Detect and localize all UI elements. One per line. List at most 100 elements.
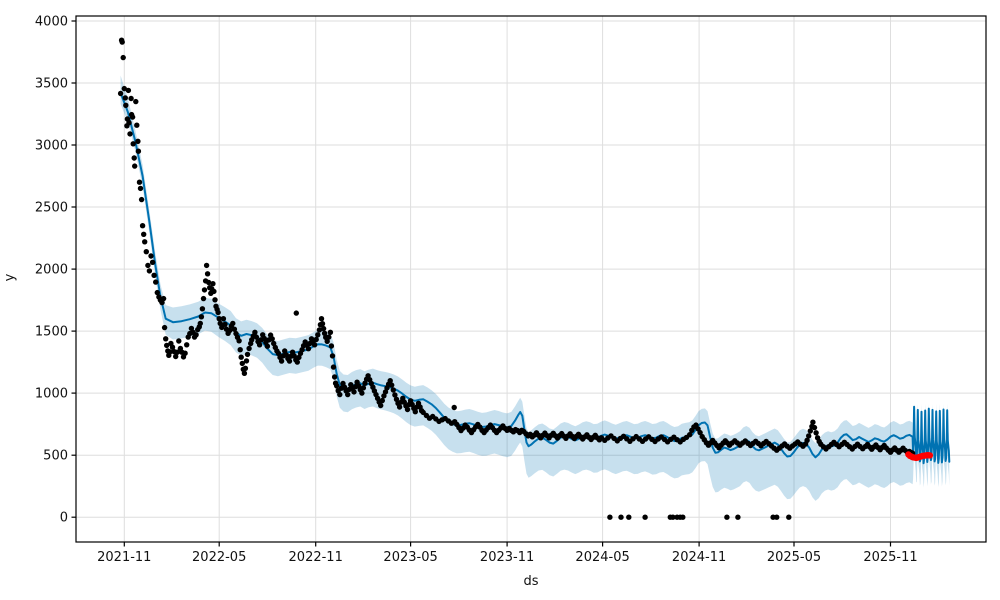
- history-point: [151, 272, 157, 278]
- history-point: [148, 253, 154, 259]
- history-point: [231, 326, 238, 332]
- history-point: [813, 430, 819, 436]
- y-tick-label: 2000: [35, 263, 68, 278]
- history-point: [269, 336, 275, 342]
- history-point: [128, 95, 134, 102]
- history-point: [161, 324, 168, 331]
- y-tick-labels: 0 500 1000 1500 2000 2500 3000 3500 4000: [35, 15, 68, 526]
- history-point: [379, 397, 385, 404]
- history-point: [136, 179, 143, 185]
- y-tick-label: 2500: [35, 201, 68, 216]
- x-tick-label: 2024-05: [575, 550, 629, 565]
- history-point: [134, 122, 140, 128]
- history-point: [122, 95, 128, 101]
- history-point: [264, 343, 271, 349]
- history-point: [326, 334, 332, 340]
- history-point: [220, 316, 227, 322]
- history-point: [389, 382, 395, 388]
- history-point: [143, 249, 149, 255]
- axes-spines: [75, 15, 987, 543]
- history-point: [146, 268, 153, 274]
- history-point: [135, 138, 141, 144]
- x-tick-labels: 2021-11 2022-05 2022-11 2023-05 2023-11 2024-…: [97, 550, 918, 565]
- yhat-line: [119, 91, 951, 465]
- x-tick-label: 2022-05: [192, 550, 246, 565]
- y-axis-label: y: [2, 273, 18, 282]
- anomaly-point: [926, 452, 934, 459]
- recent-anomaly-points: [905, 451, 934, 462]
- zero-point: [786, 514, 792, 520]
- history-point: [129, 114, 136, 120]
- history-point: [328, 343, 335, 349]
- grid-lines: [76, 16, 986, 542]
- history-point: [239, 360, 245, 367]
- zero-point: [670, 514, 676, 520]
- history-point: [804, 437, 810, 443]
- history-point: [176, 338, 182, 344]
- y-tick-label: 0: [60, 511, 68, 526]
- history-point: [244, 351, 251, 358]
- history-points: [117, 37, 916, 456]
- y-tick-label: 1000: [35, 387, 68, 402]
- history-point: [210, 281, 216, 287]
- history-point: [119, 39, 125, 45]
- history-point: [154, 289, 160, 296]
- history-point: [313, 336, 319, 343]
- history-point: [137, 185, 144, 192]
- history-point: [141, 231, 147, 237]
- history-point: [687, 432, 693, 438]
- history-point: [331, 374, 338, 380]
- x-tick-label: 2025-05: [767, 550, 821, 565]
- history-point: [305, 346, 312, 352]
- history-point: [206, 279, 212, 286]
- zero-point: [618, 514, 624, 520]
- zero-point: [774, 514, 780, 520]
- history-point: [203, 262, 210, 269]
- history-point: [392, 392, 398, 398]
- x-tick-label: 2024-11: [672, 550, 726, 565]
- history-point: [212, 297, 218, 303]
- history-point: [142, 239, 148, 245]
- history-point: [173, 353, 179, 360]
- history-point: [200, 295, 207, 302]
- history-point: [227, 327, 233, 334]
- history-point: [360, 385, 367, 391]
- history-point: [127, 131, 133, 137]
- history-point: [378, 402, 384, 409]
- history-point: [278, 358, 285, 364]
- history-point: [810, 419, 816, 425]
- history-point: [164, 342, 170, 349]
- history-point: [237, 347, 243, 353]
- zero-point: [607, 514, 613, 520]
- history-point: [318, 316, 325, 322]
- x-tick-label: 2025-11: [863, 550, 917, 565]
- history-point: [126, 120, 132, 126]
- zero-point: [724, 514, 730, 520]
- history-point: [404, 406, 411, 413]
- zero-point: [626, 514, 632, 520]
- history-point: [294, 359, 300, 365]
- history-point: [120, 54, 126, 61]
- x-axis-label: ds: [523, 574, 539, 589]
- history-point: [153, 279, 159, 285]
- history-point: [806, 433, 812, 439]
- history-point: [204, 271, 211, 277]
- history-point: [132, 163, 138, 169]
- history-point: [117, 90, 124, 97]
- history-point: [807, 428, 813, 434]
- forecast-line: [119, 91, 951, 465]
- history-point: [215, 309, 221, 316]
- history-point: [337, 391, 343, 398]
- history-point: [193, 332, 199, 338]
- history-point: [121, 85, 128, 92]
- history-point: [345, 391, 351, 398]
- history-point: [811, 424, 818, 431]
- history-point: [316, 327, 323, 333]
- history-point: [149, 259, 156, 265]
- history-point: [211, 288, 217, 295]
- history-point: [167, 349, 173, 355]
- history-point: [256, 342, 263, 348]
- history-point: [174, 349, 180, 355]
- history-point: [387, 378, 393, 384]
- history-point: [327, 329, 334, 335]
